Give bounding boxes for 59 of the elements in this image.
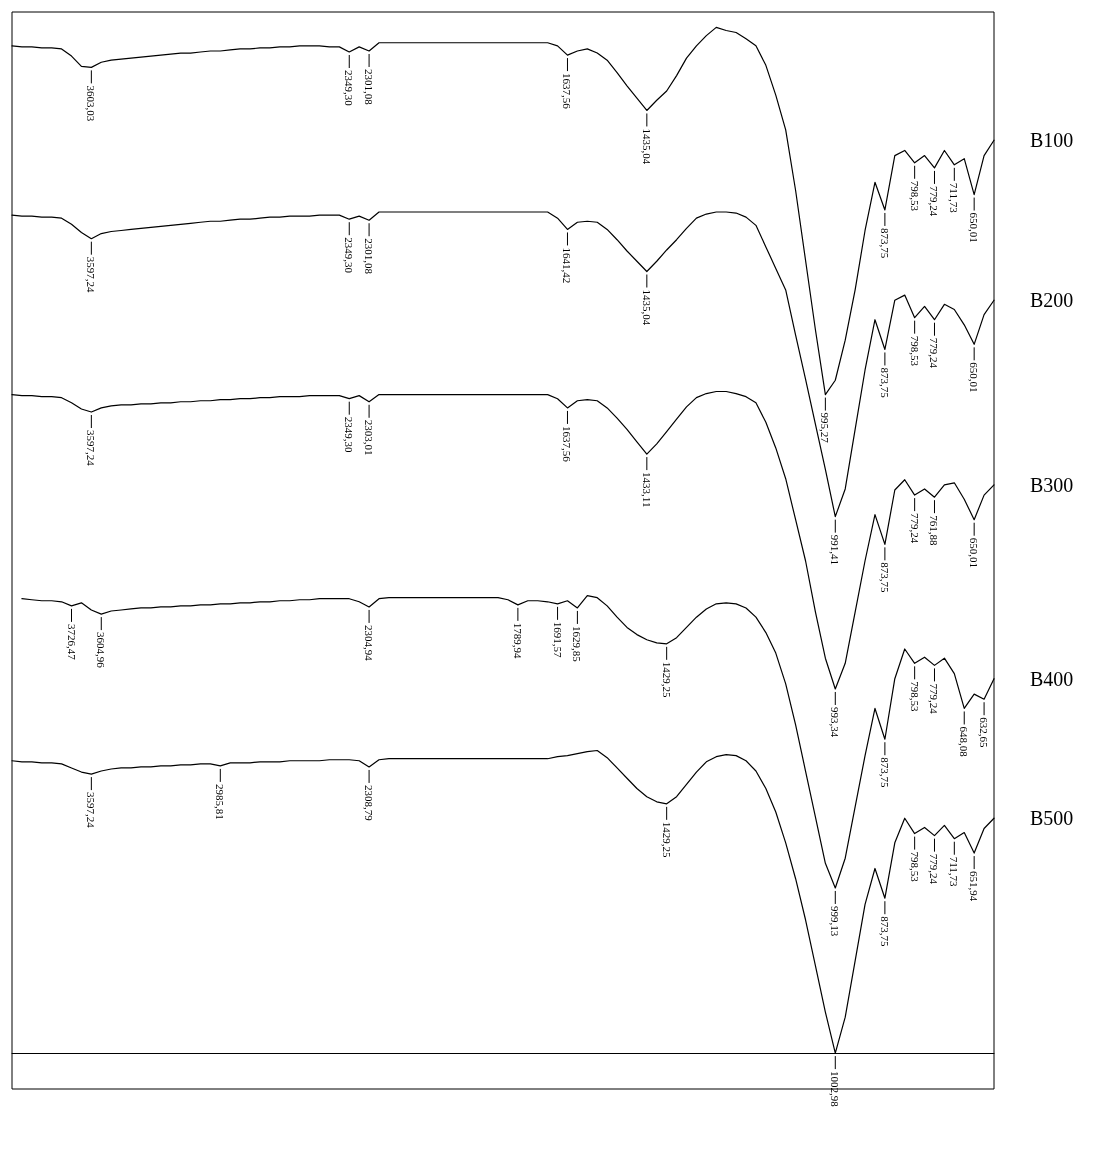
annotation: 1002,98 (829, 1071, 842, 1108)
annotation: 1429,25 (660, 821, 673, 859)
series-label: B300 (1030, 473, 1074, 496)
annotation: 873,75 (878, 757, 891, 788)
annotation: 1789,94 (511, 622, 524, 660)
annotation: 2301,08 (363, 238, 376, 275)
annotation: 2349,30 (343, 416, 356, 453)
annotation: 779,24 (928, 337, 941, 369)
annotation: 798,53 (908, 180, 921, 212)
series-label: B100 (1030, 129, 1074, 152)
annotation: 3597,24 (85, 792, 98, 829)
annotation: 1641,42 (561, 247, 574, 284)
annotation: 632,65 (978, 717, 991, 748)
annotation: 711,73 (948, 856, 961, 888)
series-label: B400 (1030, 667, 1074, 690)
annotation: 648,08 (958, 726, 971, 758)
annotation: 798,53 (908, 851, 921, 883)
annotation: 995,27 (819, 412, 832, 444)
series-label: B500 (1030, 807, 1074, 830)
annotation: 3604,96 (95, 632, 108, 669)
annotation: 999,13 (829, 905, 842, 937)
annotation: 993,34 (829, 706, 842, 738)
annotation: 1429,25 (660, 661, 673, 699)
annotation: 3603,03 (85, 85, 98, 122)
annotation: 1637,56 (561, 73, 574, 110)
annotation: 650,01 (968, 212, 981, 243)
annotation: 761,88 (928, 515, 941, 546)
annotation: 1435,04 (640, 128, 653, 165)
annotation: 1435,04 (640, 289, 653, 326)
annotation: 873,75 (878, 367, 891, 399)
annotation: 711,73 (948, 182, 961, 214)
annotation: 2304,94 (363, 624, 376, 662)
annotation: 991,41 (829, 534, 842, 565)
annotation: 3597,24 (85, 256, 98, 293)
annotation: 798,53 (908, 335, 921, 367)
annotation: 2985,81 (214, 783, 227, 820)
annotation: 2308,79 (363, 784, 376, 822)
annotation: 779,24 (928, 683, 941, 715)
annotation: 779,24 (908, 513, 921, 544)
annotation: 1433,11 (640, 472, 653, 508)
series-label: B200 (1030, 289, 1074, 312)
annotation: 1691,57 (551, 621, 564, 659)
annotation: 873,75 (878, 227, 891, 259)
annotation: 2349,30 (343, 70, 356, 107)
annotation: 2349,30 (343, 237, 356, 274)
annotation: 650,01 (968, 362, 981, 393)
annotation: 779,24 (928, 853, 941, 885)
annotation: 873,75 (878, 916, 891, 947)
annotation: 798,53 (908, 681, 921, 713)
annotation: 651,94 (968, 871, 981, 902)
annotation: 1637,56 (561, 425, 574, 463)
annotation: 2301,08 (363, 68, 376, 106)
annotation: 873,75 (878, 562, 891, 594)
annotation: 1629,85 (571, 625, 584, 663)
annotation: 2303,01 (363, 419, 376, 456)
annotation: 3726,47 (65, 623, 78, 661)
annotation: 3597,24 (85, 430, 98, 467)
annotation: 779,24 (928, 185, 941, 217)
annotation: 650,01 (968, 537, 981, 568)
